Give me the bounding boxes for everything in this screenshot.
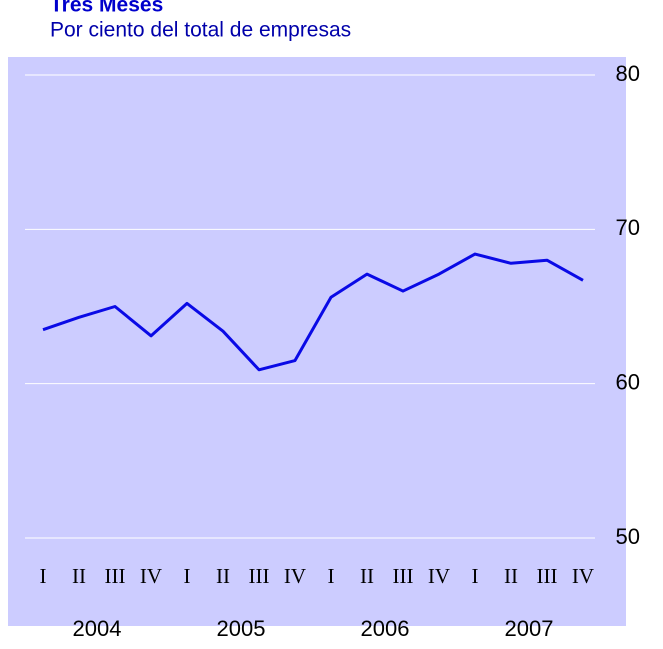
x-tick-label: II <box>216 564 230 588</box>
y-tick-label: 60 <box>616 369 640 394</box>
x-group-label: 2005 <box>217 616 266 641</box>
y-tick-label: 70 <box>616 215 640 240</box>
x-tick-label: II <box>360 564 374 588</box>
x-tick-label: IV <box>428 564 450 588</box>
x-group-label: 2004 <box>73 616 122 641</box>
y-tick-label: 80 <box>616 61 640 86</box>
x-group-label: 2007 <box>505 616 554 641</box>
x-tick-label: III <box>249 564 270 588</box>
x-tick-label: II <box>504 564 518 588</box>
x-tick-label: IV <box>572 564 594 588</box>
x-tick-label: III <box>393 564 414 588</box>
x-tick-label: III <box>537 564 558 588</box>
plot-background <box>8 57 626 626</box>
chart-subtitle: Por ciento del total de empresas <box>50 19 351 42</box>
x-tick-label: IV <box>140 564 162 588</box>
x-tick-label: I <box>472 564 479 588</box>
x-tick-label: IV <box>284 564 306 588</box>
x-tick-label: I <box>184 564 191 588</box>
chart-title: Tres Meses <box>50 0 163 17</box>
x-tick-label: III <box>105 564 126 588</box>
x-group-label: 2006 <box>361 616 410 641</box>
x-tick-label: I <box>328 564 335 588</box>
x-tick-label: II <box>72 564 86 588</box>
y-tick-label: 50 <box>616 524 640 549</box>
x-tick-label: I <box>40 564 47 588</box>
data-line <box>42 252 584 372</box>
